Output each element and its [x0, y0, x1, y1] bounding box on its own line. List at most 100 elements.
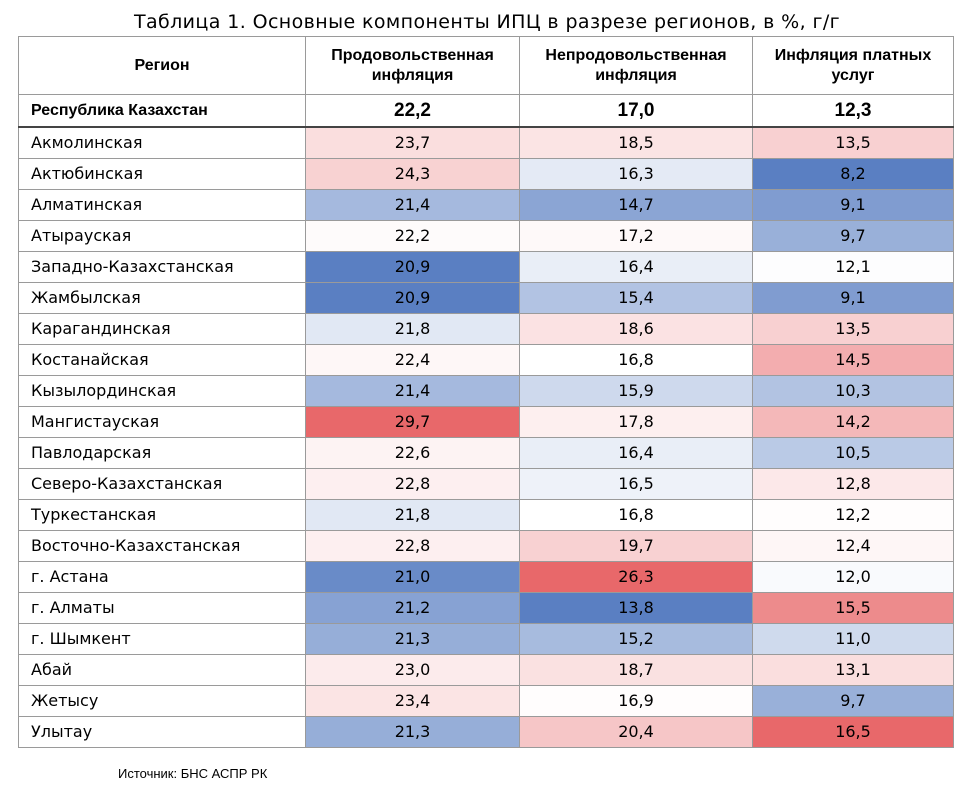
- nonfood-value: 17,2: [519, 220, 753, 252]
- services-value: 14,2: [752, 406, 954, 438]
- services-value: 16,5: [752, 716, 954, 748]
- region-name: Восточно-Казахстанская: [18, 530, 306, 562]
- food-value: 22,4: [305, 344, 520, 376]
- region-name: Западно-Казахстанская: [18, 251, 306, 283]
- services-value: 11,0: [752, 623, 954, 655]
- nonfood-value: 16,8: [519, 499, 753, 531]
- food-value: 21,4: [305, 375, 520, 407]
- nonfood-value: 16,5: [519, 468, 753, 500]
- nonfood-value: 18,7: [519, 654, 753, 686]
- table-row: Костанайская 22,4 16,8 14,5: [18, 344, 954, 376]
- region-name: Абай: [18, 654, 306, 686]
- source-note: Источник: БНС АСПР РК: [118, 766, 268, 781]
- nonfood-value: 26,3: [519, 561, 753, 593]
- table-row: Северо-Казахстанская 22,8 16,5 12,8: [18, 468, 954, 500]
- nonfood-value: 16,3: [519, 158, 753, 190]
- services-value: 8,2: [752, 158, 954, 190]
- food-value: 21,8: [305, 499, 520, 531]
- nonfood-value: 15,9: [519, 375, 753, 407]
- services-value: 12,2: [752, 499, 954, 531]
- table-row: Кызылординская 21,4 15,9 10,3: [18, 375, 954, 407]
- nonfood-value: 16,4: [519, 251, 753, 283]
- region-name: Акмолинская: [18, 126, 306, 159]
- region-name: Туркестанская: [18, 499, 306, 531]
- food-value: 23,7: [305, 126, 520, 159]
- food-value: 23,4: [305, 685, 520, 717]
- header-region: Регион: [18, 36, 306, 95]
- table-row: Мангистауская 29,7 17,8 14,2: [18, 406, 954, 438]
- nonfood-value: 17,8: [519, 406, 753, 438]
- table-title: Таблица 1. Основные компоненты ИПЦ в раз…: [133, 11, 841, 33]
- services-value: 12,8: [752, 468, 954, 500]
- nonfood-value: 19,7: [519, 530, 753, 562]
- nonfood-value: 18,5: [519, 126, 753, 159]
- table-row: Жамбылская 20,9 15,4 9,1: [18, 282, 954, 314]
- nonfood-value: 16,8: [519, 344, 753, 376]
- table-row: Алматинская 21,4 14,7 9,1: [18, 189, 954, 221]
- table-row: Восточно-Казахстанская 22,8 19,7 12,4: [18, 530, 954, 562]
- region-name: Улытау: [18, 716, 306, 748]
- header-nonfood-inflation: Непродовольственная инфляция: [519, 36, 753, 95]
- food-value: 22,2: [305, 220, 520, 252]
- region-name: Алматинская: [18, 189, 306, 221]
- services-value: 10,3: [752, 375, 954, 407]
- cpi-table: Регион Продовольственная инфляция Непрод…: [18, 36, 954, 748]
- table-row: Павлодарская 22,6 16,4 10,5: [18, 437, 954, 469]
- nonfood-value: 13,8: [519, 592, 753, 624]
- food-value: 21,8: [305, 313, 520, 345]
- nonfood-value: 16,9: [519, 685, 753, 717]
- table-row: г. Шымкент 21,3 15,2 11,0: [18, 623, 954, 655]
- services-value: 15,5: [752, 592, 954, 624]
- food-value: 20,9: [305, 282, 520, 314]
- region-name: г. Астана: [18, 561, 306, 593]
- total-row: Республика Казахстан 22,2 17,0 12,3: [18, 94, 954, 128]
- services-value: 13,5: [752, 126, 954, 159]
- services-value: 9,7: [752, 220, 954, 252]
- services-value: 13,1: [752, 654, 954, 686]
- nonfood-value: 17,0: [519, 94, 753, 128]
- region-name: Костанайская: [18, 344, 306, 376]
- food-value: 21,2: [305, 592, 520, 624]
- nonfood-value: 16,4: [519, 437, 753, 469]
- region-name: Мангистауская: [18, 406, 306, 438]
- nonfood-value: 15,2: [519, 623, 753, 655]
- table-row: Атырауская 22,2 17,2 9,7: [18, 220, 954, 252]
- region-name: Актюбинская: [18, 158, 306, 190]
- table-row: г. Алматы 21,2 13,8 15,5: [18, 592, 954, 624]
- nonfood-value: 18,6: [519, 313, 753, 345]
- table-row: Абай 23,0 18,7 13,1: [18, 654, 954, 686]
- services-value: 13,5: [752, 313, 954, 345]
- services-value: 9,1: [752, 189, 954, 221]
- food-value: 21,3: [305, 623, 520, 655]
- region-name: Атырауская: [18, 220, 306, 252]
- food-value: 23,0: [305, 654, 520, 686]
- table-row: Акмолинская 23,7 18,5 13,5: [18, 126, 954, 159]
- nonfood-value: 20,4: [519, 716, 753, 748]
- region-name: Карагандинская: [18, 313, 306, 345]
- table-row: Туркестанская 21,8 16,8 12,2: [18, 499, 954, 531]
- services-value: 10,5: [752, 437, 954, 469]
- food-value: 24,3: [305, 158, 520, 190]
- services-value: 9,1: [752, 282, 954, 314]
- food-value: 21,3: [305, 716, 520, 748]
- header-services-inflation: Инфляция платных услуг: [752, 36, 954, 95]
- region-name: Павлодарская: [18, 437, 306, 469]
- services-value: 14,5: [752, 344, 954, 376]
- food-value: 22,6: [305, 437, 520, 469]
- region-name: Северо-Казахстанская: [18, 468, 306, 500]
- food-value: 21,4: [305, 189, 520, 221]
- table-row: Улытау 21,3 20,4 16,5: [18, 716, 954, 748]
- food-value: 22,2: [305, 94, 520, 128]
- food-value: 29,7: [305, 406, 520, 438]
- services-value: 9,7: [752, 685, 954, 717]
- table-row: Карагандинская 21,8 18,6 13,5: [18, 313, 954, 345]
- table-row: Западно-Казахстанская 20,9 16,4 12,1: [18, 251, 954, 283]
- region-name: Жамбылская: [18, 282, 306, 314]
- nonfood-value: 15,4: [519, 282, 753, 314]
- table-row: Актюбинская 24,3 16,3 8,2: [18, 158, 954, 190]
- region-name: Республика Казахстан: [18, 94, 306, 128]
- header-food-inflation: Продовольственная инфляция: [305, 36, 520, 95]
- region-name: Кызылординская: [18, 375, 306, 407]
- region-name: г. Алматы: [18, 592, 306, 624]
- services-value: 12,4: [752, 530, 954, 562]
